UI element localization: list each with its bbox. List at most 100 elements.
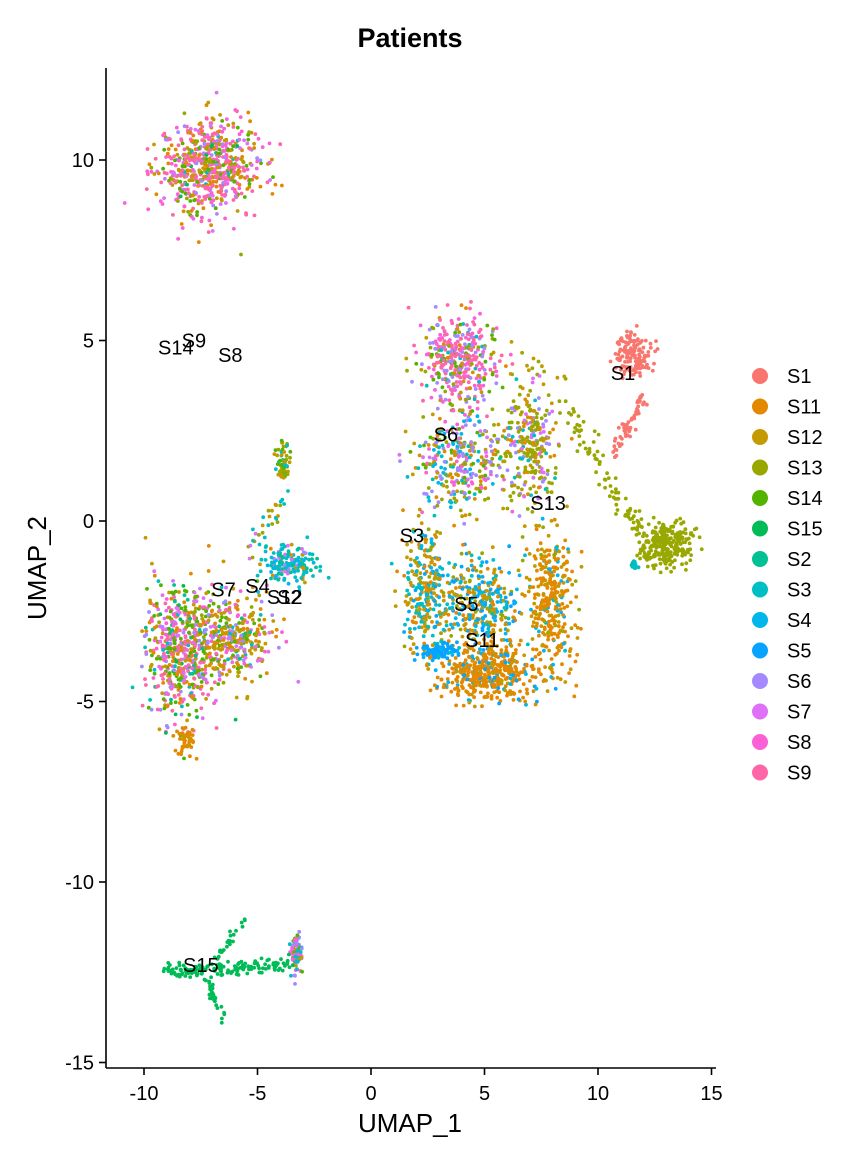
data-point-s11	[479, 461, 484, 466]
data-point-s6	[492, 362, 497, 366]
data-point-s7	[257, 658, 262, 662]
data-point-s12	[509, 340, 514, 344]
data-point-s6	[149, 707, 154, 712]
data-point-s5	[450, 579, 455, 583]
data-point-s12	[526, 589, 531, 594]
data-point-s11	[575, 652, 580, 657]
data-point-s11	[187, 733, 192, 738]
data-point-s13	[525, 507, 530, 511]
data-point-s3	[440, 567, 445, 571]
data-point-s12	[417, 507, 422, 512]
data-point-s12	[226, 123, 231, 127]
data-point-s11	[441, 594, 446, 598]
data-point-s9	[203, 197, 208, 201]
data-point-s4	[515, 587, 519, 592]
data-point-s13	[520, 535, 525, 539]
data-point-s13	[495, 440, 500, 444]
data-point-s11	[569, 436, 574, 441]
data-point-s12	[484, 460, 488, 465]
data-point-s14	[213, 206, 218, 211]
data-point-s2	[239, 616, 244, 621]
data-point-s8	[280, 630, 284, 634]
data-point-s1	[620, 354, 625, 359]
data-point-s12	[417, 453, 422, 458]
data-point-s9	[199, 706, 204, 711]
data-point-s11	[432, 562, 437, 567]
data-point-s11	[156, 171, 161, 176]
data-point-s13	[503, 451, 508, 456]
data-point-s11	[461, 703, 466, 708]
data-point-s12	[502, 428, 506, 433]
data-point-s13	[683, 540, 687, 545]
data-point-s13	[538, 437, 543, 442]
data-point-s4	[495, 600, 500, 604]
data-point-s14	[180, 189, 185, 194]
data-point-s4	[437, 595, 441, 600]
data-point-s12	[209, 686, 214, 691]
data-point-s8	[173, 621, 178, 626]
data-point-s1	[650, 368, 655, 373]
data-point-s8	[427, 447, 431, 451]
data-point-s13	[530, 366, 535, 371]
data-point-s8	[205, 680, 209, 685]
data-point-s15	[185, 182, 189, 187]
data-point-s1	[625, 422, 629, 427]
data-point-s11	[182, 600, 187, 605]
data-point-s13	[671, 524, 676, 529]
data-point-s14	[197, 668, 202, 673]
data-point-s13	[480, 432, 485, 437]
data-point-s11	[462, 666, 466, 671]
data-point-s1	[617, 444, 622, 449]
data-point-s8	[160, 202, 165, 206]
data-point-s12	[430, 412, 435, 417]
data-point-s9	[212, 680, 217, 685]
data-point-s9	[197, 131, 202, 136]
data-point-s5	[455, 640, 459, 645]
data-point-s13	[195, 139, 200, 144]
data-point-s4	[432, 448, 436, 452]
data-point-s11	[432, 683, 437, 688]
data-point-s4	[462, 419, 466, 424]
data-point-s12	[520, 440, 525, 445]
data-point-s7	[234, 644, 239, 648]
data-point-s11	[140, 629, 145, 633]
data-point-s9	[421, 398, 425, 403]
data-point-s12	[480, 594, 485, 598]
data-point-s14	[148, 668, 153, 672]
data-point-s13	[405, 368, 409, 373]
data-point-s12	[188, 736, 193, 741]
data-point-s3	[295, 967, 299, 972]
data-point-s12	[460, 408, 465, 413]
data-point-s6	[466, 415, 471, 419]
data-point-s13	[520, 558, 525, 563]
data-point-s12	[221, 630, 225, 635]
data-point-s7	[182, 678, 186, 683]
data-point-s6	[537, 407, 541, 411]
data-point-s1	[655, 347, 660, 351]
data-point-s9	[252, 174, 256, 179]
data-point-s7	[397, 452, 402, 457]
data-point-s11	[482, 657, 487, 661]
data-point-s11	[574, 595, 579, 599]
data-point-s13	[684, 568, 688, 572]
data-point-s11	[533, 616, 538, 621]
data-point-s11	[203, 174, 207, 179]
data-point-s4	[459, 432, 464, 436]
data-point-s1	[613, 352, 618, 356]
data-point-s11	[489, 639, 494, 644]
data-point-s3	[286, 562, 290, 567]
data-point-s13	[606, 476, 611, 480]
data-point-s11	[523, 397, 528, 402]
data-point-s12	[224, 672, 229, 677]
data-point-s11	[169, 596, 174, 601]
data-point-s3	[439, 454, 444, 459]
data-point-s3	[445, 602, 450, 607]
data-point-s6	[457, 368, 462, 372]
data-point-s8	[175, 192, 180, 197]
data-point-s11	[520, 386, 525, 391]
data-point-s2	[289, 570, 293, 575]
data-point-s12	[430, 556, 434, 561]
data-point-s11	[201, 206, 206, 211]
data-point-s12	[485, 595, 490, 600]
data-point-s12	[463, 580, 468, 585]
